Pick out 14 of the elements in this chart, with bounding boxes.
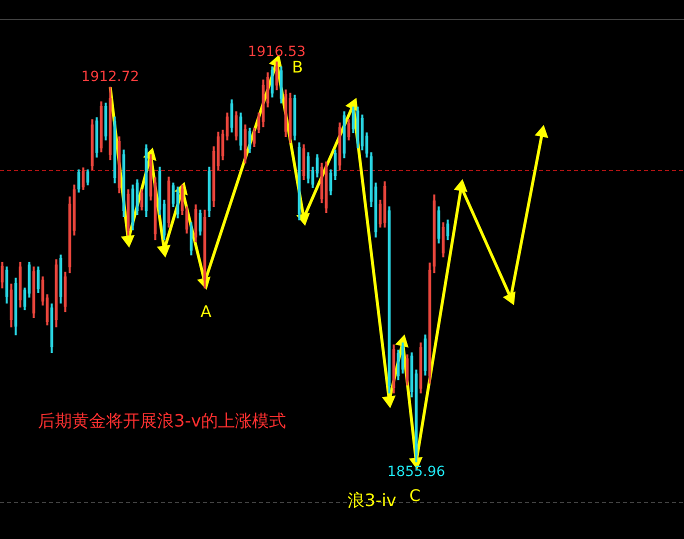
point <box>120 234 135 248</box>
annotation: 1912.72 <box>81 69 140 86</box>
point <box>382 395 396 408</box>
point <box>502 291 516 306</box>
annotation: 1916.53 <box>248 44 306 60</box>
point <box>534 124 548 138</box>
point <box>454 179 468 192</box>
annotation: 1855.96 <box>387 464 446 480</box>
annotation: C <box>409 486 421 505</box>
annotation: 浪3-iv <box>348 491 396 511</box>
annotation: A <box>200 302 212 321</box>
point <box>156 244 171 258</box>
annotation: 后期黄金将开展浪3-v的上涨模式 <box>38 412 286 432</box>
annotation: B <box>292 57 303 76</box>
